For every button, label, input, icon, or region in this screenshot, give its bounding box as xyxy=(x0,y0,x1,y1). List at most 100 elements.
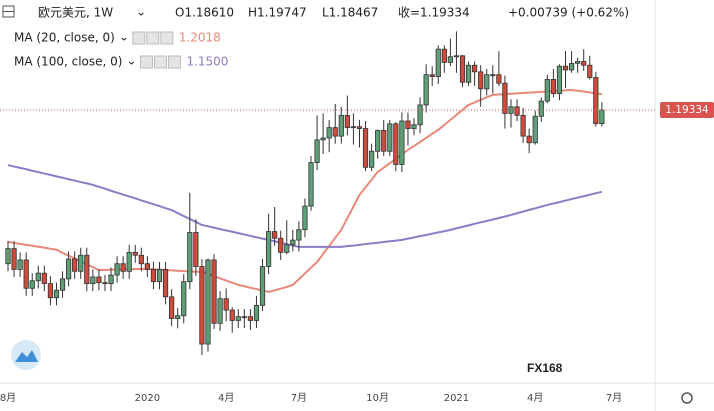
candle-body xyxy=(302,205,308,231)
candle-body xyxy=(338,114,344,137)
indicator-button[interactable] xyxy=(167,55,181,69)
indicator-button[interactable] xyxy=(160,31,174,45)
candle-body xyxy=(211,259,217,324)
candle-body xyxy=(490,74,496,77)
candle-body xyxy=(326,127,332,139)
candle-body xyxy=(368,150,375,168)
candle-body xyxy=(235,316,241,321)
candle-body xyxy=(132,251,138,256)
indicator-name[interactable]: MA (20, close, 0) xyxy=(14,31,115,45)
ohlc-value: L1.18467 xyxy=(322,6,378,20)
watermark: FX168 xyxy=(527,361,563,375)
candle-body xyxy=(41,272,47,284)
candle-body xyxy=(581,61,587,66)
candle-body xyxy=(575,61,581,64)
price-label-box xyxy=(660,101,714,118)
candle-body xyxy=(284,244,290,253)
candle-body xyxy=(514,106,520,116)
candle-body xyxy=(362,128,369,168)
candle-body xyxy=(562,65,569,71)
candle-body xyxy=(84,254,90,284)
candle-body xyxy=(459,55,466,83)
candle-body xyxy=(217,298,223,324)
candle-body xyxy=(35,272,41,282)
price-label: 1.19334 xyxy=(665,104,709,116)
indicator-name[interactable]: MA (100, close, 0) xyxy=(14,55,122,69)
candle-body xyxy=(78,254,84,272)
candle-body xyxy=(453,55,460,58)
candle-body xyxy=(526,135,532,144)
candle-body xyxy=(29,280,35,289)
candle-body xyxy=(265,231,272,267)
settings-icon[interactable] xyxy=(681,392,693,404)
dropdown-caret[interactable]: ⌄ xyxy=(136,5,146,19)
x-tick-label: 4月 xyxy=(218,392,234,404)
candle-body xyxy=(47,283,54,299)
candle-body xyxy=(126,251,132,272)
candle-body xyxy=(381,130,387,152)
candle-body xyxy=(162,269,169,298)
candle-body xyxy=(550,79,557,94)
candle-body xyxy=(156,269,163,283)
candle-body xyxy=(114,263,120,276)
x-tick-label: 2020 xyxy=(135,393,160,404)
x-tick-label: 7月 xyxy=(606,392,622,404)
candle-body xyxy=(417,104,423,126)
candle-body xyxy=(96,276,102,284)
candle-body xyxy=(568,62,575,71)
candle-body xyxy=(375,130,381,152)
candle-body xyxy=(241,316,247,319)
candle-body xyxy=(150,269,157,283)
x-tick-label: 7月 xyxy=(291,392,307,404)
candle-body xyxy=(532,115,538,144)
candle-body xyxy=(429,74,435,77)
indicator-button[interactable] xyxy=(132,31,146,45)
candle-body xyxy=(593,77,599,125)
candle-body xyxy=(441,48,447,63)
plot xyxy=(0,31,655,356)
indicator-legend: MA (20, close, 0) ⌄ 1.2018 MA (100, close, … xyxy=(14,30,228,69)
candle-body xyxy=(447,56,453,63)
candle-body xyxy=(472,64,478,73)
candle-body xyxy=(544,79,550,102)
candle-body xyxy=(435,48,441,77)
candle-body xyxy=(59,278,66,291)
x-tick-label: 10月 xyxy=(366,392,389,404)
candle-body xyxy=(223,298,229,311)
candle-body xyxy=(72,258,78,272)
candle-body xyxy=(502,82,508,114)
candle-body xyxy=(120,263,126,272)
candle-body xyxy=(187,232,193,283)
candle-body xyxy=(205,259,211,345)
ohlc-value: 收=1.19334 xyxy=(398,6,470,20)
ohlc-value: +0.00739 (+0.62%) xyxy=(508,6,629,20)
candle-body xyxy=(314,139,320,163)
candle-body xyxy=(108,274,114,284)
candle-body xyxy=(138,254,144,265)
candle-body xyxy=(5,248,11,265)
ohlc-value: H1.19747 xyxy=(248,6,307,20)
x-tick-label: 2021 xyxy=(444,393,469,404)
indicator-button[interactable] xyxy=(139,55,153,69)
candle-body xyxy=(411,124,417,129)
candle-body xyxy=(90,276,96,284)
candle-body xyxy=(478,71,484,90)
candle-body xyxy=(247,316,253,321)
candle-body xyxy=(102,282,108,285)
indicator-button[interactable] xyxy=(153,55,167,69)
candle-body xyxy=(320,137,326,141)
candle-body xyxy=(144,263,150,270)
symbol[interactable]: 欧元美元, 1W xyxy=(38,6,113,20)
candle-body xyxy=(423,74,429,106)
dropdown-caret: ⌄ xyxy=(126,54,136,68)
candle-body xyxy=(520,114,526,137)
indicator-value: 1.2018 xyxy=(179,31,221,45)
candle-body xyxy=(332,127,338,137)
candle-body xyxy=(405,120,411,129)
indicator-value: 1.1500 xyxy=(186,55,228,69)
candle-body xyxy=(399,120,405,165)
indicator-button[interactable] xyxy=(146,31,160,45)
candle-body xyxy=(53,289,60,299)
candle-body xyxy=(253,304,260,321)
